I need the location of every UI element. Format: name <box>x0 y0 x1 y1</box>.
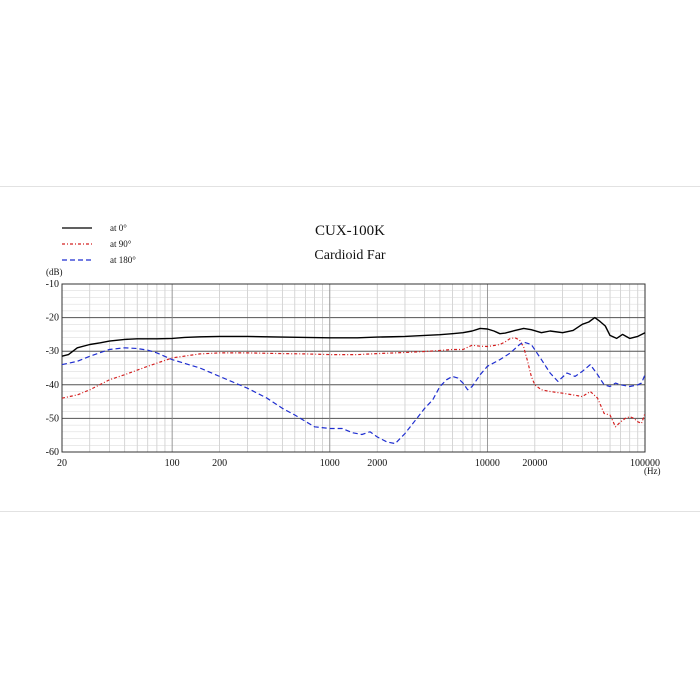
plot-border <box>61 283 646 453</box>
series-lines <box>61 316 646 445</box>
x-tick-label: 10000 <box>475 458 500 469</box>
x-axis-label: (Hz) <box>644 466 661 476</box>
x-axis-ticks: 20 100 200 1000 2000 10000 20000 100000 <box>57 458 660 469</box>
chart-subtitle: Cardioid Far <box>314 248 385 263</box>
minor-grid <box>61 283 646 453</box>
chart-frame: -10 -20 -30 -40 -50 -60 20 100 200 1000 2000 10000… <box>0 186 700 512</box>
legend-label: at 90° <box>110 239 132 249</box>
legend-label: at 0° <box>110 223 127 233</box>
y-tick-label: -50 <box>46 413 59 424</box>
x-tick-label: 2000 <box>367 458 387 469</box>
legend-label: at 180° <box>110 255 136 265</box>
x-tick-label: 100000 <box>630 458 660 469</box>
x-tick-label: 100 <box>165 458 180 469</box>
x-tick-label: 200 <box>212 458 227 469</box>
series-line-0deg <box>61 316 646 357</box>
x-tick-label: 20000 <box>522 458 547 469</box>
y-tick-label: -40 <box>46 380 59 391</box>
x-tick-label: 1000 <box>320 458 340 469</box>
y-axis-ticks: -10 -20 -30 -40 -50 -60 <box>46 279 59 458</box>
series-line-90deg <box>61 337 646 428</box>
series-line-180deg <box>61 341 646 445</box>
y-tick-label: -60 <box>46 447 59 458</box>
chart-title: CUX-100K <box>315 223 385 239</box>
legend: at 0° at 90° at 180° <box>62 223 136 265</box>
frequency-response-chart: -10 -20 -30 -40 -50 -60 20 100 200 1000 2000 10000… <box>46 223 661 476</box>
y-tick-label: -30 <box>46 346 59 357</box>
y-axis-label: (dB) <box>46 267 63 277</box>
y-tick-label: -20 <box>46 313 59 324</box>
y-tick-label: -10 <box>46 279 59 290</box>
x-tick-label: 20 <box>57 458 67 469</box>
major-grid <box>62 283 645 453</box>
